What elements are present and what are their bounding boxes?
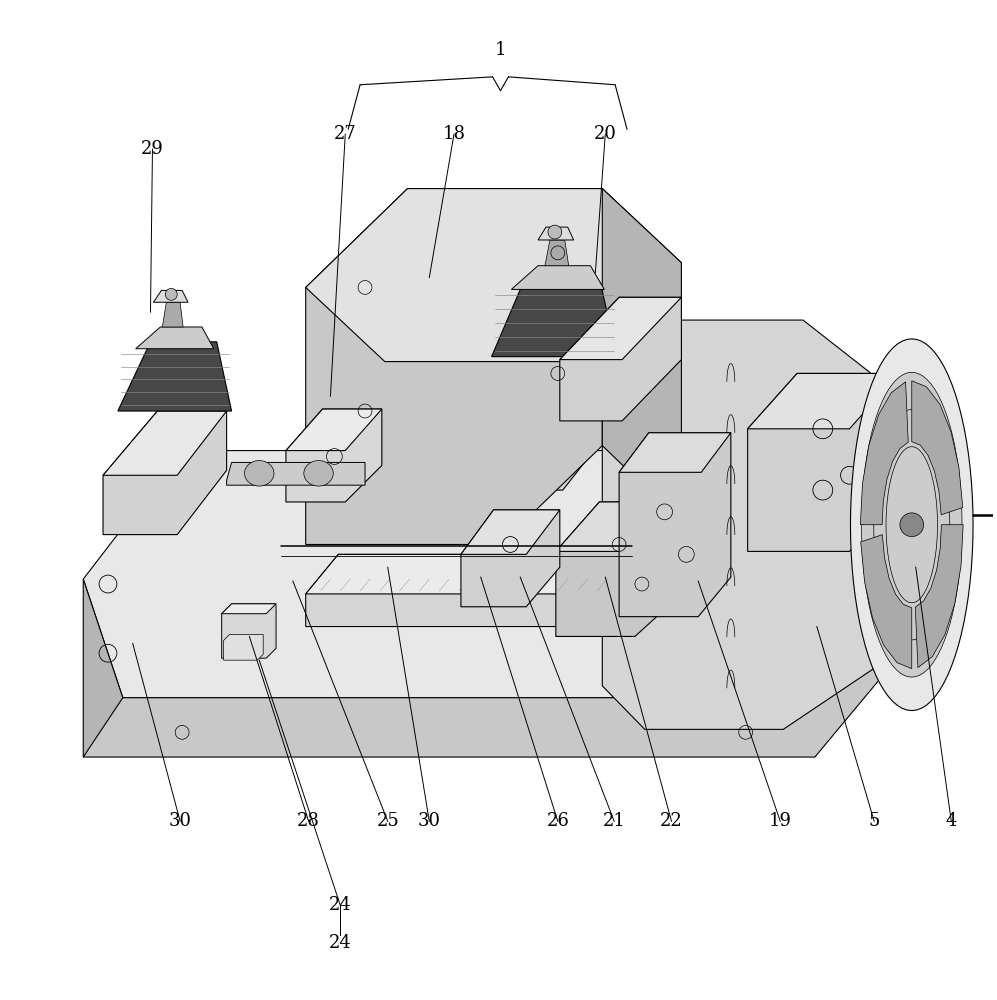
Polygon shape (556, 502, 678, 636)
Circle shape (548, 225, 561, 239)
Polygon shape (461, 510, 559, 607)
Polygon shape (221, 604, 276, 658)
Polygon shape (619, 433, 731, 472)
Circle shape (166, 288, 177, 300)
Text: 1: 1 (495, 41, 506, 59)
Text: 28: 28 (297, 812, 320, 830)
Polygon shape (306, 554, 642, 594)
Polygon shape (226, 462, 365, 485)
Text: 30: 30 (168, 812, 191, 830)
Polygon shape (461, 510, 559, 554)
Text: 24: 24 (329, 896, 352, 914)
Polygon shape (163, 302, 183, 327)
Text: 5: 5 (868, 812, 880, 830)
Polygon shape (860, 535, 912, 669)
Polygon shape (602, 320, 921, 729)
Polygon shape (118, 342, 231, 411)
Polygon shape (84, 569, 913, 757)
Polygon shape (306, 554, 642, 627)
Polygon shape (860, 382, 908, 525)
Polygon shape (619, 433, 731, 617)
Polygon shape (538, 227, 573, 240)
Text: 29: 29 (141, 140, 164, 158)
Circle shape (900, 513, 923, 537)
Text: 25: 25 (377, 812, 399, 830)
Polygon shape (556, 502, 678, 551)
Polygon shape (545, 240, 568, 266)
Polygon shape (103, 411, 226, 535)
Polygon shape (559, 297, 681, 421)
Polygon shape (886, 447, 937, 603)
Text: 20: 20 (594, 125, 617, 143)
Polygon shape (850, 339, 973, 711)
Polygon shape (154, 290, 188, 302)
Polygon shape (221, 604, 276, 614)
Polygon shape (223, 634, 263, 660)
Polygon shape (306, 189, 681, 362)
Polygon shape (492, 282, 617, 357)
Text: 22: 22 (660, 812, 683, 830)
Polygon shape (84, 579, 123, 757)
Polygon shape (511, 266, 604, 289)
Polygon shape (873, 409, 950, 640)
Polygon shape (915, 525, 963, 668)
Text: 19: 19 (769, 812, 792, 830)
Polygon shape (912, 381, 963, 515)
Text: 18: 18 (443, 125, 466, 143)
Polygon shape (602, 189, 681, 522)
Polygon shape (474, 357, 617, 426)
Polygon shape (244, 460, 274, 486)
Text: 30: 30 (418, 812, 441, 830)
Polygon shape (103, 411, 226, 475)
Polygon shape (748, 373, 899, 551)
Polygon shape (286, 409, 382, 502)
Polygon shape (861, 372, 962, 677)
Text: 21: 21 (603, 812, 625, 830)
Text: 27: 27 (334, 125, 357, 143)
Polygon shape (559, 297, 681, 360)
Polygon shape (748, 373, 899, 429)
Polygon shape (286, 409, 382, 451)
Text: 26: 26 (546, 812, 569, 830)
Text: 4: 4 (945, 812, 957, 830)
Polygon shape (306, 189, 602, 544)
Polygon shape (84, 451, 913, 698)
Text: 24: 24 (329, 934, 352, 952)
Polygon shape (474, 357, 617, 490)
Polygon shape (304, 460, 333, 486)
Polygon shape (136, 327, 213, 349)
